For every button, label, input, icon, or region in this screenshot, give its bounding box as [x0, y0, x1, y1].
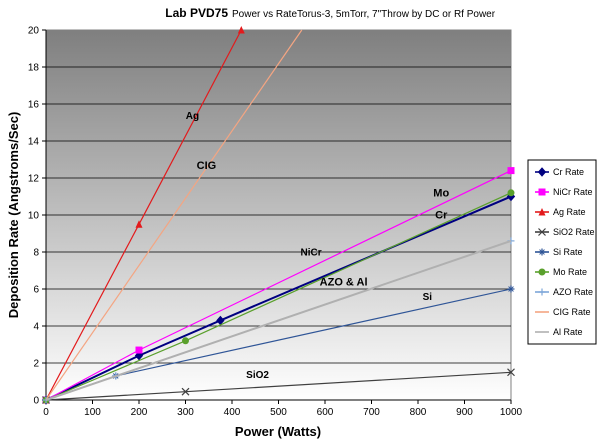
- x-tick-label: 500: [270, 407, 287, 418]
- x-tick-label: 600: [317, 407, 334, 418]
- series-line-cig-rate: [45, 29, 303, 401]
- legend-swatch-marker: [538, 288, 546, 296]
- legend-entry: Mo Rate: [535, 267, 587, 277]
- marker-stroke: [538, 228, 546, 236]
- y-tick-label: 4: [33, 322, 39, 333]
- legend-label: Ag Rate: [553, 207, 586, 217]
- data-point-cr-rate: [134, 350, 144, 361]
- legend-label: Mo Rate: [553, 267, 587, 277]
- x-tick-label: 700: [363, 407, 380, 418]
- annotation-label: Ag: [186, 111, 199, 122]
- y-tick-label: 16: [28, 100, 40, 111]
- grid: [46, 66, 511, 364]
- legend-entry: AZO Rate: [535, 287, 593, 297]
- data-point-ag-rate: [135, 220, 143, 228]
- x-axis-title: Power (Watts): [235, 424, 321, 439]
- y-tick-label: 12: [28, 174, 40, 185]
- legend-entry: NiCr Rate: [535, 187, 593, 197]
- data-point-si-rate: [507, 285, 515, 293]
- legend-label: NiCr Rate: [553, 187, 593, 197]
- marker-stroke: [508, 286, 514, 292]
- y-tick-label: 20: [28, 26, 40, 37]
- legend-label: Cr Rate: [553, 167, 584, 177]
- legend-swatch-marker: [538, 188, 546, 196]
- annotation-label: CIG: [197, 160, 217, 172]
- annotation-label: SiO2: [246, 370, 269, 381]
- y-tick-label: 8: [33, 248, 39, 259]
- legend-entry: CIG Rate: [535, 307, 591, 317]
- y-axis-title: Deposition Rate (Angstroms/Sec): [6, 112, 21, 319]
- y-tick-label: 2: [33, 359, 39, 370]
- legend-label: AZO Rate: [553, 287, 593, 297]
- x-tick-label: 800: [410, 407, 427, 418]
- x-tick-label: 1000: [500, 407, 523, 418]
- x-tick-label: 400: [224, 407, 241, 418]
- y-tick-label: 10: [28, 211, 40, 222]
- annotations: Ag CIG Mo Cr NiCr AZO & Al Si SiO2: [186, 111, 450, 381]
- legend-entry: SiO2 Rate: [535, 227, 595, 237]
- chart-title: Lab PVD75: [165, 6, 228, 20]
- data-point-mo-rate: [507, 189, 515, 197]
- x-tick-label: 100: [84, 407, 101, 418]
- chart-subtitle: Power vs RateTorus-3, 5mTorr, 7"Throw by…: [232, 9, 496, 20]
- legend-swatch-marker: [537, 167, 547, 177]
- x-tick-label: 900: [456, 407, 473, 418]
- data-point-ag-rate: [237, 26, 245, 34]
- legend-entry: Si Rate: [535, 247, 583, 257]
- x-tick-label: 300: [177, 407, 194, 418]
- legend-swatch-marker: [538, 208, 546, 216]
- data-point-sio2-rate: [507, 368, 515, 377]
- marker-stroke: [539, 249, 545, 255]
- data-point-sio2-rate: [181, 387, 190, 396]
- legend-entry: Al Rate: [535, 327, 583, 337]
- legend-entry: Ag Rate: [535, 207, 586, 217]
- legend-label: Si Rate: [553, 247, 583, 257]
- legend-label: Al Rate: [553, 327, 583, 337]
- annotation-label: Mo: [433, 188, 449, 200]
- data-point-nicr-rate: [507, 167, 515, 175]
- y-tick-label: 0: [33, 396, 39, 407]
- x-tick-label: 0: [43, 407, 49, 418]
- annotation-label: Cr: [435, 210, 448, 222]
- legend-swatch-marker: [538, 228, 546, 236]
- y-tick-label: 14: [28, 137, 40, 148]
- marker-stroke: [507, 368, 515, 377]
- legend-swatch-marker: [538, 268, 546, 276]
- y-tick-label: 6: [33, 285, 39, 296]
- y-tick-label: 18: [28, 63, 40, 74]
- series-line-al-rate: [45, 239, 512, 401]
- series: [41, 26, 516, 405]
- x-tick-label: 200: [131, 407, 148, 418]
- legend-label: SiO2 Rate: [553, 227, 595, 237]
- annotation-label: AZO & Al: [320, 276, 368, 288]
- data-point-mo-rate: [182, 337, 189, 345]
- legend-label: CIG Rate: [553, 307, 591, 317]
- data-point-nicr-rate: [135, 346, 143, 354]
- annotation-label: NiCr: [300, 248, 321, 259]
- legend-swatch-marker: [538, 248, 546, 256]
- legend: Cr Rate NiCr Rate Ag Rate SiO2 Rate Si Rate M…: [535, 167, 595, 337]
- marker-stroke: [181, 387, 190, 396]
- annotation-label: Si: [423, 292, 433, 303]
- legend-entry: Cr Rate: [535, 167, 584, 177]
